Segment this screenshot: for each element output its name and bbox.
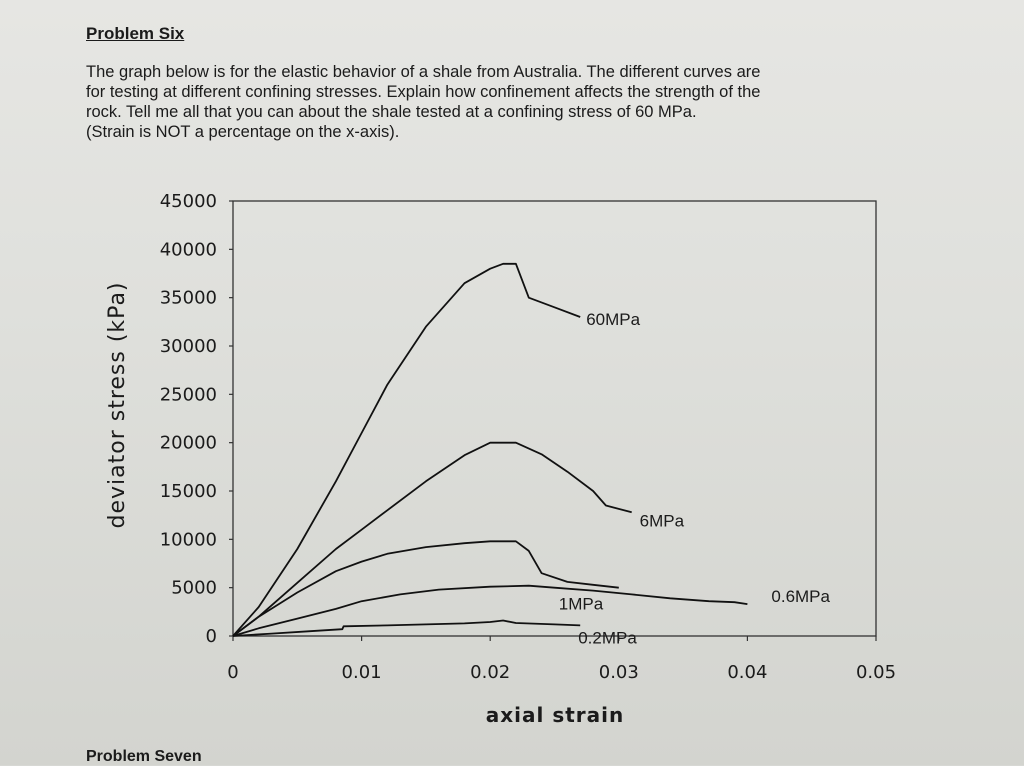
plot-area-frame <box>232 200 877 637</box>
y-axis-title: deviator stress (kPa) <box>105 281 130 528</box>
series-label: 60MPa <box>586 310 640 329</box>
y-tick-label: 25000 <box>160 384 217 405</box>
y-tick-label: 0 <box>206 626 217 647</box>
y-tick-label: 5000 <box>171 578 217 599</box>
series-line-06mpa <box>232 584 748 637</box>
chart-series-labels: 60MPa 6MPa 1MPa 0.6MPa 0.2MPa <box>559 310 831 647</box>
problem-paragraph: The graph below is for the elastic behav… <box>86 62 926 142</box>
series-label: 6MPa <box>640 511 685 530</box>
series-line-60mpa <box>232 262 581 637</box>
series-line-1mpa <box>232 540 619 637</box>
paragraph-line: for testing at different confining stres… <box>86 83 761 101</box>
y-tick-label: 40000 <box>160 239 217 260</box>
series-line-02mpa <box>232 619 581 637</box>
x-tick-label: 0.01 <box>342 662 382 683</box>
y-tick-label: 30000 <box>160 336 217 357</box>
y-tick-label: 10000 <box>160 529 217 550</box>
chart-axes: 0 5000 10000 15000 20000 25000 30000 35000 40000… <box>160 191 896 683</box>
x-tick-label: 0.03 <box>599 662 639 683</box>
chart-series <box>232 262 748 637</box>
problem-title: Problem Six <box>86 24 185 43</box>
series-label: 1MPa <box>559 595 604 614</box>
y-tick-label: 20000 <box>160 433 217 454</box>
x-tick-label: 0.05 <box>856 662 896 683</box>
x-tick-label: 0 <box>227 662 238 683</box>
y-tick-label: 15000 <box>160 481 217 502</box>
x-tick-label: 0.04 <box>727 662 767 683</box>
paragraph-line: The graph below is for the elastic behav… <box>86 63 761 81</box>
paragraph-line: rock. Tell me all that you can about the… <box>86 103 697 121</box>
x-axis-title: axial strain <box>486 703 624 727</box>
y-tick-label: 35000 <box>160 288 217 309</box>
next-problem-title: Problem Seven <box>86 748 202 765</box>
paragraph-line: (Strain is NOT a percentage on the x-axi… <box>86 123 400 141</box>
x-tick-label: 0.02 <box>470 662 510 683</box>
y-tick-label: 45000 <box>160 191 217 212</box>
series-label: 0.6MPa <box>771 587 830 606</box>
series-line-6mpa <box>232 441 632 637</box>
series-label: 0.2MPa <box>578 628 637 647</box>
